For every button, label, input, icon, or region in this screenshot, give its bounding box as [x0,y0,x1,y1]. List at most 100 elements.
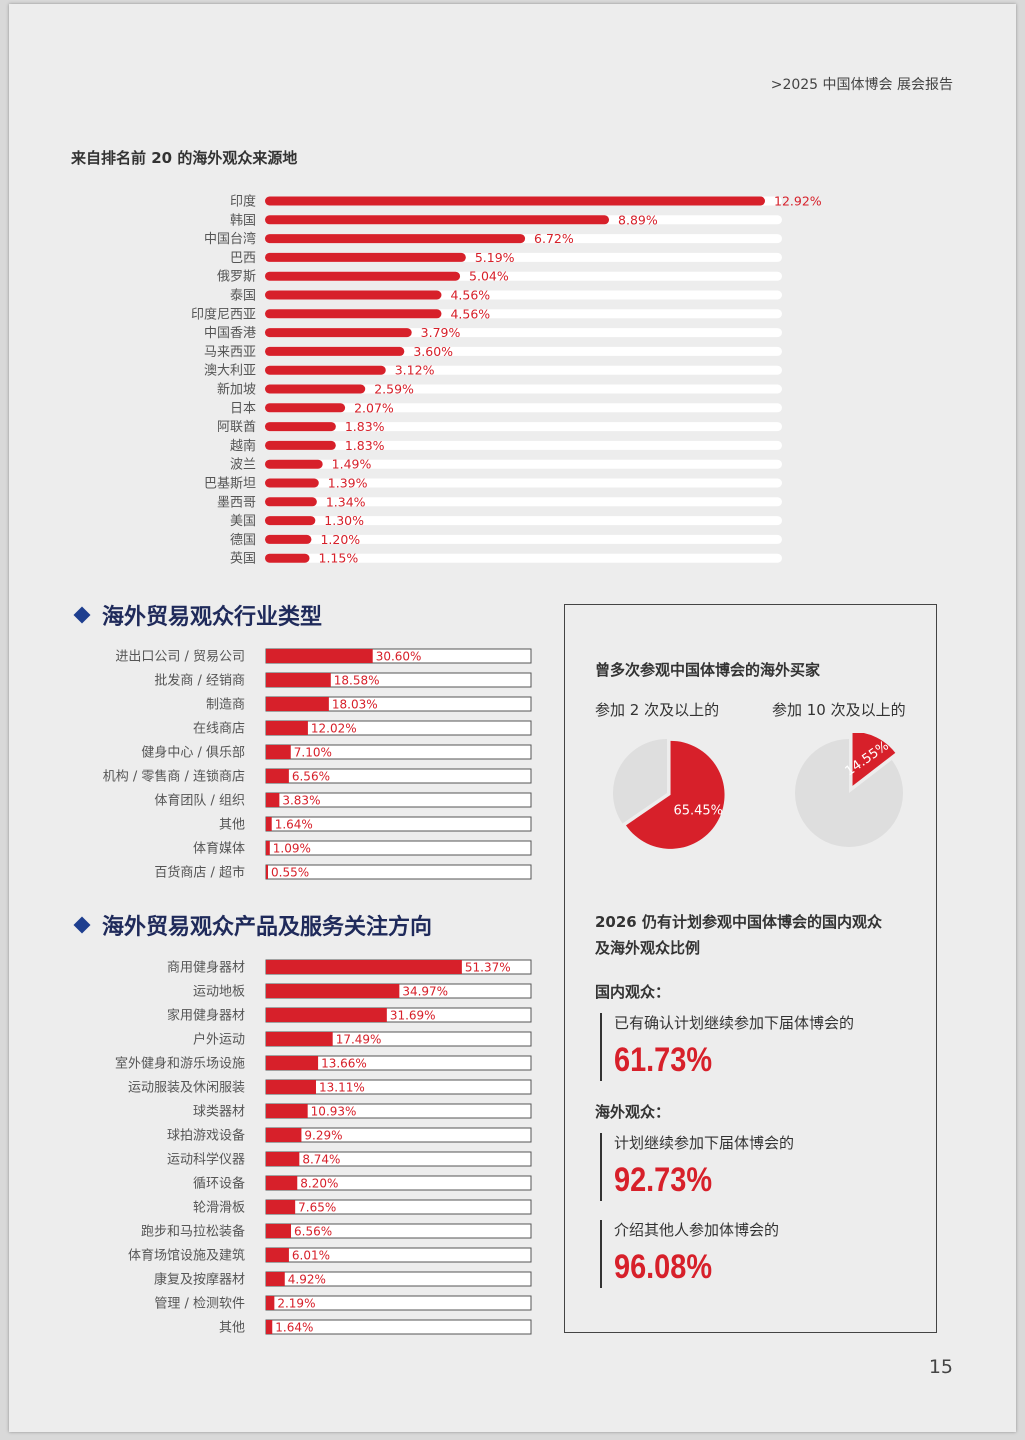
value-label: 7.65% [298,1201,336,1215]
diamond-icon [73,606,91,624]
value-label: 18.58% [334,674,380,688]
stats-panel: 曾多次参观中国体博会的海外买家 参加 2 次及以上的 参加 10 次及以上的 6… [564,604,937,1333]
category-label: 户外运动 [193,1032,245,1048]
value-label: 5.04% [469,269,509,284]
bar [265,534,312,544]
bar-track [265,478,782,488]
bar [266,649,373,663]
category-label: 英国 [230,552,256,567]
domestic-stat: 已有确认计划继续参加下届体博会的 61.73% [600,1013,854,1081]
plan-title-line2: 及海外观众比例 [595,939,701,957]
bar [266,960,462,974]
category-label: 健身中心 / 俱乐部 [141,745,245,761]
diamond-icon [73,916,91,934]
category-label: 康复及按摩器材 [154,1272,245,1288]
category-label: 运动服装及休闲服装 [128,1081,245,1096]
category-label: 进出口公司 / 贸易公司 [115,650,245,665]
bar [265,196,765,206]
bar [266,1080,316,1094]
bar [266,1176,298,1190]
category-label: 批发商 / 经销商 [154,673,245,689]
category-label: 运动科学仪器 [167,1152,245,1168]
domestic-desc: 已有确认计划继续参加下届体博会的 [614,1014,855,1032]
bar [266,1320,273,1334]
value-label: 3.83% [282,794,320,808]
bar [266,1248,289,1262]
category-label: 巴基斯坦 [204,477,256,492]
value-label: 12.02% [311,722,357,736]
bar [266,1152,300,1166]
top-origins-chart: 印度 12.92% 韩国 8.89% 中国台湾 6.72% 巴西 5.19% 俄罗斯 5.04% 泰… [191,194,822,567]
value-label: 2.19% [277,1297,315,1311]
value-label: 51.37% [465,961,511,975]
value-label: 3.12% [395,363,435,378]
bar [265,440,336,450]
pie-rest-slice [613,739,667,824]
bar [265,215,610,225]
plan-title-line1: 2026 仍有计划参观中国体博会的国内观众 [595,913,882,931]
value-label: 3.60% [413,344,453,359]
value-label: 30.60% [376,650,422,664]
value-label: 2.59% [374,382,414,397]
bar [265,516,316,526]
overseas-desc-1: 计划继续参加下届体博会的 [614,1134,795,1152]
bar [266,817,272,831]
bar [265,365,386,375]
value-label: 1.39% [328,476,368,491]
bar-track [265,534,782,544]
bar-track [265,365,782,375]
value-label: 1.83% [345,438,385,453]
bar-track [265,459,782,469]
category-label: 跑步和马拉松装备 [141,1224,245,1240]
bar-track [265,516,782,526]
bar-track [265,553,782,563]
overseas-stat-2: 介绍其他人参加体博会的 96.08% [600,1220,779,1288]
value-label: 18.03% [332,698,378,712]
bar [265,346,405,356]
category-label: 越南 [230,438,256,454]
value-label: 1.34% [326,494,366,509]
value-label: 6.72% [534,231,574,246]
bar [265,328,412,338]
bar [265,290,442,300]
bar [266,745,291,759]
overseas-value-1: 92.73% [614,1161,713,1199]
bar-track [265,422,782,432]
category-label: 泰国 [230,289,256,304]
category-label: 印度 [230,194,256,210]
industry-section-title: 海外贸易观众行业类型 [72,599,322,631]
domestic-heading: 国内观众： [595,983,671,1001]
bar [265,497,317,507]
category-label: 轮滑滑板 [193,1201,245,1216]
category-label: 家用健身器材 [167,1008,245,1024]
bar [266,865,268,879]
value-label: 4.56% [450,288,490,303]
plan-title: 2026 仍有计划参观中国体博会的国内观众 及海外观众比例 [595,909,882,961]
category-label: 其他 [219,1321,245,1336]
bar [266,1104,308,1118]
bar [265,422,336,432]
category-label: 新加坡 [217,382,256,398]
category-label: 马来西亚 [204,345,256,360]
value-label: 4.92% [288,1273,326,1287]
category-label: 阿联酋 [217,419,256,435]
bar [266,697,329,711]
category-label: 商用健身器材 [167,960,245,976]
category-label: 室外健身和游乐场设施 [115,1056,245,1072]
bar [266,1056,319,1070]
bar-track [265,440,782,450]
value-label: 1.15% [319,551,359,566]
bar [266,769,289,783]
product-section-title: 海外贸易观众产品及服务关注方向 [72,909,432,941]
bar [266,1200,296,1214]
value-label: 5.19% [475,250,515,265]
value-label: 1.64% [275,1321,313,1335]
value-label: 1.64% [275,818,313,832]
bar [266,1008,387,1022]
value-label: 6.01% [292,1249,330,1263]
overseas-heading: 海外观众： [595,1103,671,1121]
bar [265,271,461,281]
category-label: 循环设备 [193,1176,245,1192]
industry-chart: 进出口公司 / 贸易公司 30.60% 批发商 / 经销商 18.58% 制造商 18.0… [103,648,532,881]
value-label: 1.09% [273,842,311,856]
